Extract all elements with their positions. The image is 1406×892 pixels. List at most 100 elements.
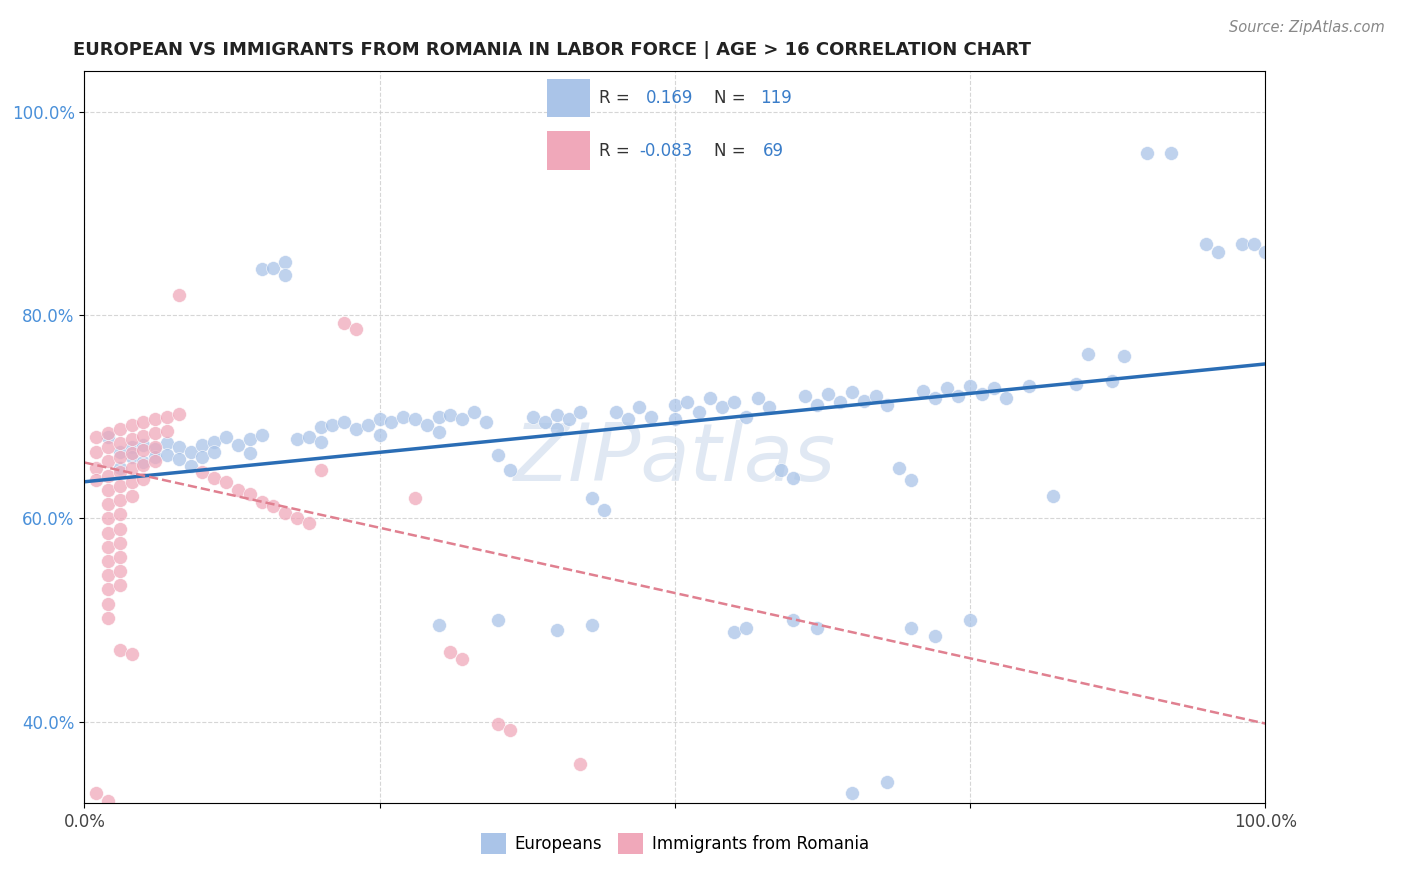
Point: [935, 381, 957, 395]
Point: [108, 564, 131, 578]
Point: [180, 445, 202, 459]
Point: [108, 535, 131, 549]
Point: [734, 409, 756, 424]
Text: ZIPatlas: ZIPatlas: [513, 420, 837, 498]
Point: [498, 723, 520, 737]
Text: N =: N =: [714, 89, 745, 107]
Point: [463, 405, 485, 419]
Point: [841, 385, 863, 400]
Point: [368, 428, 391, 442]
Text: 69: 69: [763, 142, 785, 160]
Point: [546, 623, 568, 637]
Point: [132, 455, 155, 469]
Point: [616, 412, 638, 426]
Point: [97, 540, 120, 554]
Point: [486, 613, 509, 627]
Point: [97, 425, 120, 440]
Point: [770, 462, 793, 476]
Point: [156, 424, 179, 438]
Point: [97, 582, 120, 597]
Point: [143, 425, 166, 440]
Point: [298, 516, 321, 531]
Point: [640, 409, 662, 424]
Point: [876, 775, 898, 789]
Point: [274, 255, 297, 269]
Point: [309, 462, 332, 476]
Point: [758, 400, 780, 414]
Point: [132, 438, 155, 452]
Point: [121, 648, 143, 662]
Point: [202, 435, 225, 450]
Point: [108, 479, 131, 493]
Point: [557, 412, 579, 426]
Point: [202, 445, 225, 459]
Point: [806, 398, 828, 412]
Point: [782, 613, 804, 627]
Point: [132, 415, 155, 429]
Point: [605, 405, 627, 419]
Point: [239, 446, 262, 460]
Point: [143, 454, 166, 468]
Point: [392, 409, 415, 424]
Point: [427, 409, 450, 424]
Point: [108, 436, 131, 450]
Point: [806, 621, 828, 635]
Point: [427, 425, 450, 439]
Point: [830, 394, 852, 409]
Point: [250, 428, 273, 442]
Point: [143, 412, 166, 426]
Point: [1230, 237, 1253, 252]
Point: [876, 398, 898, 412]
Point: [451, 651, 474, 665]
Point: [924, 629, 946, 643]
Point: [994, 392, 1017, 406]
Point: [321, 417, 343, 432]
Point: [97, 454, 120, 468]
Point: [900, 473, 922, 487]
Point: [285, 432, 308, 446]
Point: [569, 757, 592, 772]
Point: [239, 432, 262, 446]
Point: [711, 400, 734, 414]
Point: [108, 450, 131, 465]
Point: [309, 420, 332, 434]
Point: [546, 422, 568, 436]
Point: [274, 506, 297, 520]
Point: [1101, 374, 1123, 388]
Point: [108, 521, 131, 535]
Point: [250, 495, 273, 509]
Legend: Europeans, Immigrants from Romania: Europeans, Immigrants from Romania: [474, 827, 876, 860]
Point: [97, 554, 120, 568]
Point: [108, 549, 131, 564]
Point: [1254, 245, 1277, 260]
Point: [167, 288, 190, 302]
Point: [427, 618, 450, 632]
Point: [97, 497, 120, 511]
Point: [1160, 145, 1182, 160]
Point: [1066, 377, 1088, 392]
Point: [841, 786, 863, 800]
Text: -0.083: -0.083: [640, 142, 693, 160]
Point: [121, 446, 143, 460]
Point: [404, 412, 426, 426]
Point: [132, 472, 155, 486]
Point: [1206, 245, 1229, 260]
Point: [143, 442, 166, 457]
FancyBboxPatch shape: [547, 131, 591, 169]
Text: EUROPEAN VS IMMIGRANTS FROM ROMANIA IN LABOR FORCE | AGE > 16 CORRELATION CHART: EUROPEAN VS IMMIGRANTS FROM ROMANIA IN L…: [73, 41, 1031, 59]
Point: [486, 448, 509, 462]
Point: [108, 578, 131, 592]
Point: [664, 398, 686, 412]
Point: [121, 460, 143, 475]
Point: [180, 458, 202, 473]
Point: [97, 468, 120, 483]
Text: R =: R =: [599, 89, 630, 107]
Point: [734, 621, 756, 635]
Point: [108, 445, 131, 459]
Point: [498, 462, 520, 476]
Point: [97, 430, 120, 444]
Point: [1195, 237, 1218, 252]
Point: [723, 394, 745, 409]
Point: [84, 786, 107, 800]
Point: [416, 417, 439, 432]
